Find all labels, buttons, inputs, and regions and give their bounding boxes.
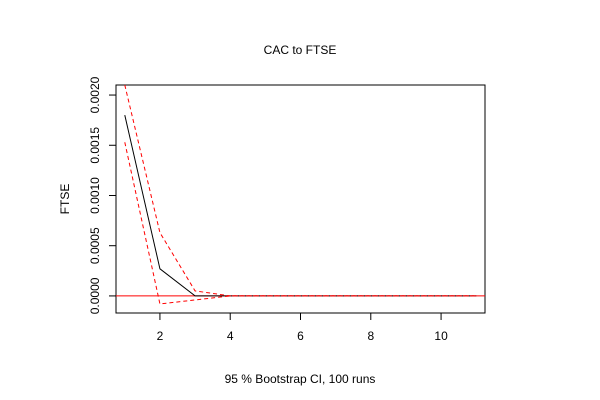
x-tick-label: 6 <box>297 329 304 343</box>
y-tick-label: 0.0010 <box>88 177 102 214</box>
series-line-lower-ci <box>124 142 477 305</box>
y-axis: 0.0000 0.0005 0.0010 0.0015 0.0020 <box>88 76 116 314</box>
x-tick-label: 10 <box>434 329 448 343</box>
x-tick-label: 4 <box>227 329 234 343</box>
y-tick-label: 0.0000 <box>88 277 102 314</box>
series-line-upper-ci <box>124 84 477 297</box>
x-tick-label: 2 <box>157 329 164 343</box>
x-tick-label: 8 <box>367 329 374 343</box>
x-axis-label: 95 % Bootstrap CI, 100 runs <box>225 372 376 386</box>
y-tick-label: 0.0005 <box>88 227 102 264</box>
y-axis-label: FTSE <box>58 184 72 215</box>
series-layer <box>124 84 477 305</box>
x-axis: 2 4 6 8 10 <box>157 313 448 343</box>
series-line-estimate <box>124 115 477 297</box>
y-tick-label: 0.0020 <box>88 76 102 113</box>
plot-area-frame <box>115 84 486 314</box>
y-tick-label: 0.0015 <box>88 127 102 164</box>
chart-title: CAC to FTSE <box>264 43 337 57</box>
